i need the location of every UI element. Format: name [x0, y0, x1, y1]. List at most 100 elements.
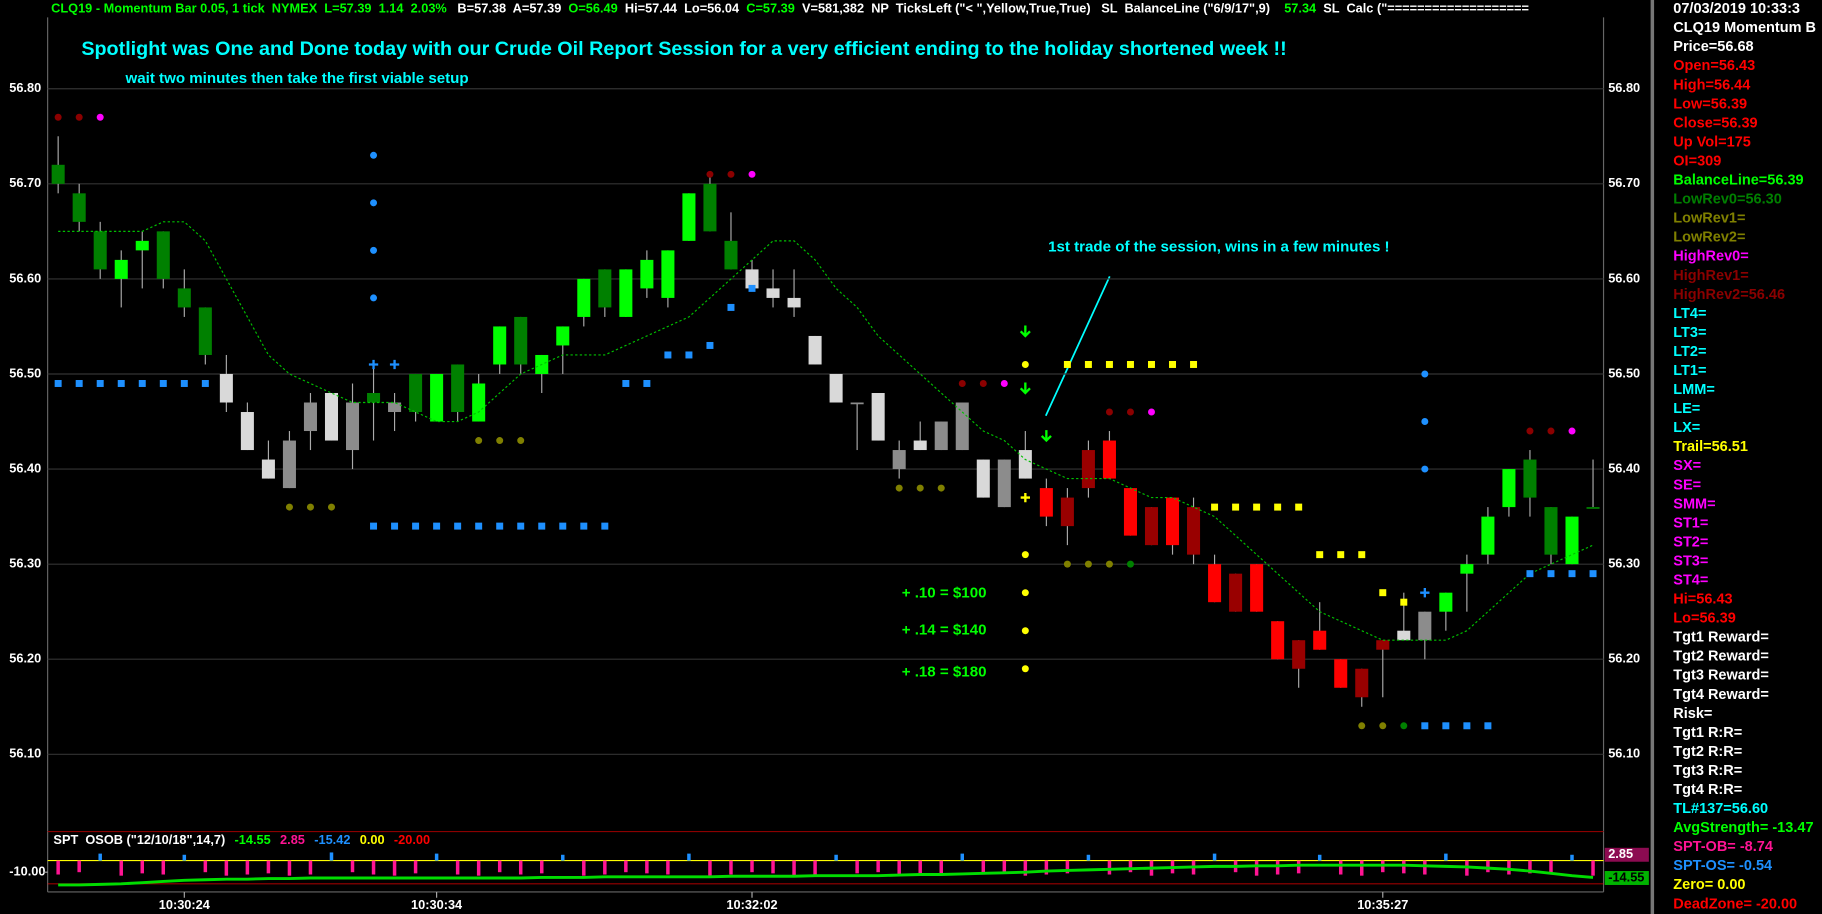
candle-body: [219, 373, 233, 403]
indicator-readout: 2.85: [280, 832, 305, 847]
candle-body: [93, 231, 107, 270]
status-line: SX=: [1673, 458, 1701, 474]
annotation: 1st trade of the session, wins in a few …: [1048, 238, 1389, 255]
header-item: B=57.38 A=57.39: [457, 1, 568, 16]
candle-body: [177, 288, 191, 308]
level-square: [75, 380, 83, 387]
candle-body: [1418, 611, 1432, 641]
y-tick-label-right: 56.60: [1608, 270, 1640, 285]
candle-body: [1271, 621, 1285, 660]
level-square: [1148, 360, 1155, 368]
status-line: ST2=: [1673, 534, 1708, 550]
chart-title: Spotlight was One and Done today with ou…: [81, 38, 1286, 60]
level-square: [1526, 570, 1534, 578]
annotation: + .18 = $180: [902, 663, 987, 680]
level-dot: [1421, 418, 1429, 426]
status-line: Tgt3 Reward=: [1673, 668, 1769, 684]
osob-bar: [497, 860, 502, 873]
y-tick-label: 56.20: [9, 651, 41, 666]
level-square: [496, 522, 504, 530]
osob-bar: [855, 860, 859, 874]
candle-body: [1355, 668, 1369, 698]
status-line: Tgt1 R:R=: [1673, 725, 1742, 741]
status-line: LX=: [1673, 420, 1700, 436]
osob-bar: [518, 860, 523, 875]
osob-bar: [1444, 853, 1448, 861]
x-tick-label: 10:32:02: [726, 897, 777, 912]
status-line: LowRev0=56.30: [1673, 192, 1782, 208]
readout-badge: [1604, 847, 1649, 862]
osob-bar: [1507, 860, 1511, 875]
candle-body: [1502, 469, 1516, 508]
level-square: [1337, 551, 1345, 559]
osob-bar: [981, 860, 986, 875]
candle-body: [703, 183, 717, 232]
level-dot: [1379, 722, 1387, 730]
level-square: [180, 380, 188, 387]
level-square: [117, 380, 125, 387]
osob-bar: [1570, 854, 1574, 861]
candle-body: [1292, 640, 1306, 669]
level-dot: [1148, 408, 1155, 416]
candle-body: [1187, 507, 1201, 555]
status-line: Tgt4 Reward=: [1673, 687, 1769, 703]
indicator-readout: 0.00: [360, 832, 385, 847]
osob-bar: [392, 860, 397, 876]
candle-body: [640, 259, 654, 289]
chart-subtitle: wait two minutes then take the first via…: [124, 70, 468, 87]
osob-bar: [1486, 860, 1490, 873]
osob-bar: [603, 860, 607, 875]
y-tick-label: 56.80: [9, 80, 41, 95]
candle-body: [598, 269, 612, 308]
osob-bar: [645, 860, 649, 874]
strength-line: [58, 863, 1594, 887]
y-tick-label: 56.40: [9, 460, 41, 475]
level-plus: [389, 359, 400, 370]
status-line: Tgt2 Reward=: [1673, 649, 1769, 665]
candle-body: [1523, 459, 1537, 498]
level-square: [601, 522, 609, 530]
level-dot: [1400, 722, 1408, 730]
status-line: HighRev1=: [1673, 268, 1748, 284]
status-line: Low=56.39: [1673, 96, 1747, 112]
entry-arrow: [1040, 430, 1052, 443]
osob-bar: [897, 860, 901, 875]
level-plus: [1020, 492, 1030, 503]
candle-body: [282, 440, 296, 489]
header-item: CLQ19 - Momentum Bar 0.05, 1 tick NYMEX …: [51, 1, 457, 16]
status-line: ST4=: [1673, 573, 1708, 589]
candle-body: [1081, 450, 1095, 489]
header-item: SL Calc ("===================: [1323, 1, 1529, 16]
status-line: SE=: [1673, 477, 1701, 493]
candle-body: [1144, 507, 1159, 546]
level-dot: [1126, 560, 1134, 568]
candle-body: [808, 335, 822, 365]
candle-body: [135, 240, 149, 251]
status-line: ST3=: [1673, 553, 1708, 569]
candle-body: [156, 231, 170, 279]
level-square: [1295, 503, 1303, 511]
level-dot: [1421, 370, 1429, 378]
level-square: [1484, 722, 1492, 730]
candle-body: [724, 240, 738, 270]
level-square: [391, 522, 399, 530]
osob-bar: [960, 853, 965, 861]
osob-bar: [1002, 860, 1007, 873]
osob-bar: [1296, 860, 1301, 874]
candle-body: [451, 364, 465, 413]
candle-body: [430, 373, 444, 422]
entry-arrow: [1019, 325, 1031, 338]
level-dot: [979, 380, 987, 387]
status-line: SPT-OS= -0.54: [1673, 858, 1772, 874]
level-dot: [1021, 627, 1029, 635]
level-square: [1105, 360, 1113, 368]
candle-body: [1334, 659, 1348, 688]
status-line: AvgStrength= -13.47: [1673, 820, 1813, 836]
candle-body: [324, 392, 339, 441]
osob-bar: [287, 860, 292, 876]
indicator-name: SPT OSOB ("12/10/18",14,7): [53, 832, 225, 847]
candle-body: [261, 459, 275, 479]
level-dot: [370, 151, 378, 159]
level-square: [1084, 360, 1092, 368]
osob-bar: [1402, 860, 1406, 874]
